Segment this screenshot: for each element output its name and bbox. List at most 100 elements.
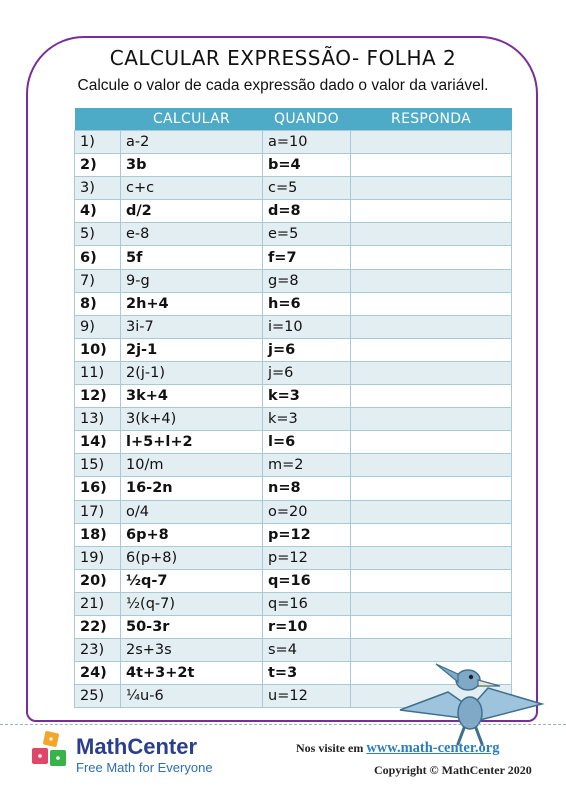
row-number: 11) bbox=[74, 360, 121, 386]
answer-cell[interactable] bbox=[350, 453, 512, 478]
expression: 3k+4 bbox=[120, 384, 263, 409]
table-row: 23) 2s+3s s=4 bbox=[74, 638, 512, 663]
table-row: 11) 2(j-1) j=6 bbox=[74, 360, 512, 386]
answer-cell[interactable] bbox=[350, 476, 512, 501]
row-number: 2) bbox=[74, 153, 121, 178]
table-row: 20) ½q-7 q=16 bbox=[74, 568, 512, 593]
row-number: 4) bbox=[74, 199, 121, 224]
table-row: 7) 9-g g=8 bbox=[74, 268, 512, 293]
instructions: Calcule o valor de cada expressão dado o… bbox=[77, 77, 489, 94]
website-link[interactable]: www.math-center.org bbox=[366, 740, 500, 756]
header-number bbox=[74, 108, 121, 131]
row-number: 7) bbox=[74, 268, 121, 293]
variable-value: j=6 bbox=[262, 360, 351, 386]
table-row: 10) 2j-1 j=6 bbox=[74, 337, 512, 362]
worksheet-table: CALCULAR QUANDO RESPONDA 1) a-2 a=10 2) … bbox=[74, 108, 512, 709]
variable-value: u=12 bbox=[262, 684, 351, 709]
row-number: 13) bbox=[74, 407, 121, 432]
variable-value: k=3 bbox=[262, 384, 351, 409]
expression: ½q-7 bbox=[120, 568, 263, 593]
expression: 5f bbox=[120, 245, 263, 270]
answer-cell[interactable] bbox=[350, 661, 512, 686]
row-number: 15) bbox=[74, 453, 121, 478]
expression: ½(q-7) bbox=[120, 591, 263, 616]
answer-cell[interactable] bbox=[350, 291, 512, 316]
row-number: 14) bbox=[74, 430, 121, 455]
row-number: 24) bbox=[74, 661, 121, 686]
answer-cell[interactable] bbox=[350, 245, 512, 270]
worksheet-frame bbox=[26, 36, 538, 722]
row-number: 23) bbox=[74, 638, 121, 663]
row-number: 21) bbox=[74, 591, 121, 616]
row-number: 20) bbox=[74, 568, 121, 593]
expression: 3(k+4) bbox=[120, 407, 263, 432]
pterodactyl-illustration bbox=[399, 663, 545, 746]
visit-line: Nos visite em www.math-center.org bbox=[296, 740, 499, 757]
expression: ¼u-6 bbox=[120, 684, 263, 709]
expression: 2(j-1) bbox=[120, 360, 263, 386]
table-row: 24) 4t+3+2t t=3 bbox=[74, 661, 512, 686]
variable-value: l=6 bbox=[262, 430, 351, 455]
answer-cell[interactable] bbox=[350, 176, 512, 201]
answer-cell[interactable] bbox=[350, 384, 512, 409]
row-number: 17) bbox=[74, 499, 121, 524]
variable-value: a=10 bbox=[262, 129, 351, 155]
row-number: 12) bbox=[74, 384, 121, 409]
expression: 2s+3s bbox=[120, 638, 263, 663]
answer-cell[interactable] bbox=[350, 268, 512, 293]
variable-value: i=10 bbox=[262, 314, 351, 339]
variable-value: k=3 bbox=[262, 407, 351, 432]
variable-value: q=16 bbox=[262, 591, 351, 616]
table-row: 8) 2h+4 h=6 bbox=[74, 291, 512, 316]
row-number: 19) bbox=[74, 545, 121, 570]
answer-cell[interactable] bbox=[350, 314, 512, 339]
variable-value: o=20 bbox=[262, 499, 351, 524]
row-number: 22) bbox=[74, 614, 121, 640]
answer-cell[interactable] bbox=[350, 430, 512, 455]
table-row: 18) 6p+8 p=12 bbox=[74, 522, 512, 547]
table-row: 12) 3k+4 k=3 bbox=[74, 384, 512, 409]
row-number: 18) bbox=[74, 522, 121, 547]
variable-value: p=12 bbox=[262, 522, 351, 547]
expression: e-8 bbox=[120, 222, 263, 247]
expression: o/4 bbox=[120, 499, 263, 524]
expression: c+c bbox=[120, 176, 263, 201]
answer-cell[interactable] bbox=[350, 545, 512, 570]
answer-cell[interactable] bbox=[350, 337, 512, 362]
expression: l+5+l+2 bbox=[120, 430, 263, 455]
table-row: 4) d/2 d=8 bbox=[74, 199, 512, 224]
answer-cell[interactable] bbox=[350, 199, 512, 224]
expression: 3i-7 bbox=[120, 314, 263, 339]
brand-name: MathCenter bbox=[76, 734, 198, 759]
row-number: 1) bbox=[74, 129, 121, 155]
header-calcular: CALCULAR bbox=[120, 108, 263, 131]
row-number: 9) bbox=[74, 314, 121, 339]
variable-value: e=5 bbox=[262, 222, 351, 247]
expression: 9-g bbox=[120, 268, 263, 293]
table-row: 17) o/4 o=20 bbox=[74, 499, 512, 524]
expression: 16-2n bbox=[120, 476, 263, 501]
row-number: 3) bbox=[74, 176, 121, 201]
answer-cell[interactable] bbox=[350, 591, 512, 616]
header-row: CALCULAR QUANDO RESPONDA bbox=[74, 108, 512, 131]
header-responda: RESPONDA bbox=[350, 108, 512, 131]
answer-cell[interactable] bbox=[350, 153, 512, 178]
table-row: 6) 5f f=7 bbox=[74, 245, 512, 270]
answer-cell[interactable] bbox=[350, 614, 512, 640]
row-number: 10) bbox=[74, 337, 121, 362]
variable-value: n=8 bbox=[262, 476, 351, 501]
variable-value: r=10 bbox=[262, 614, 351, 640]
answer-cell[interactable] bbox=[350, 407, 512, 432]
expression: 6(p+8) bbox=[120, 545, 263, 570]
table-row: 1) a-2 a=10 bbox=[74, 129, 512, 155]
answer-cell[interactable] bbox=[350, 568, 512, 593]
answer-cell[interactable] bbox=[350, 638, 512, 663]
answer-cell[interactable] bbox=[350, 360, 512, 386]
answer-cell[interactable] bbox=[350, 222, 512, 247]
answer-cell[interactable] bbox=[350, 522, 512, 547]
table-row: 2) 3b b=4 bbox=[74, 153, 512, 178]
answer-cell[interactable] bbox=[350, 129, 512, 155]
answer-cell[interactable] bbox=[350, 499, 512, 524]
variable-value: p=12 bbox=[262, 545, 351, 570]
variable-value: h=6 bbox=[262, 291, 351, 316]
